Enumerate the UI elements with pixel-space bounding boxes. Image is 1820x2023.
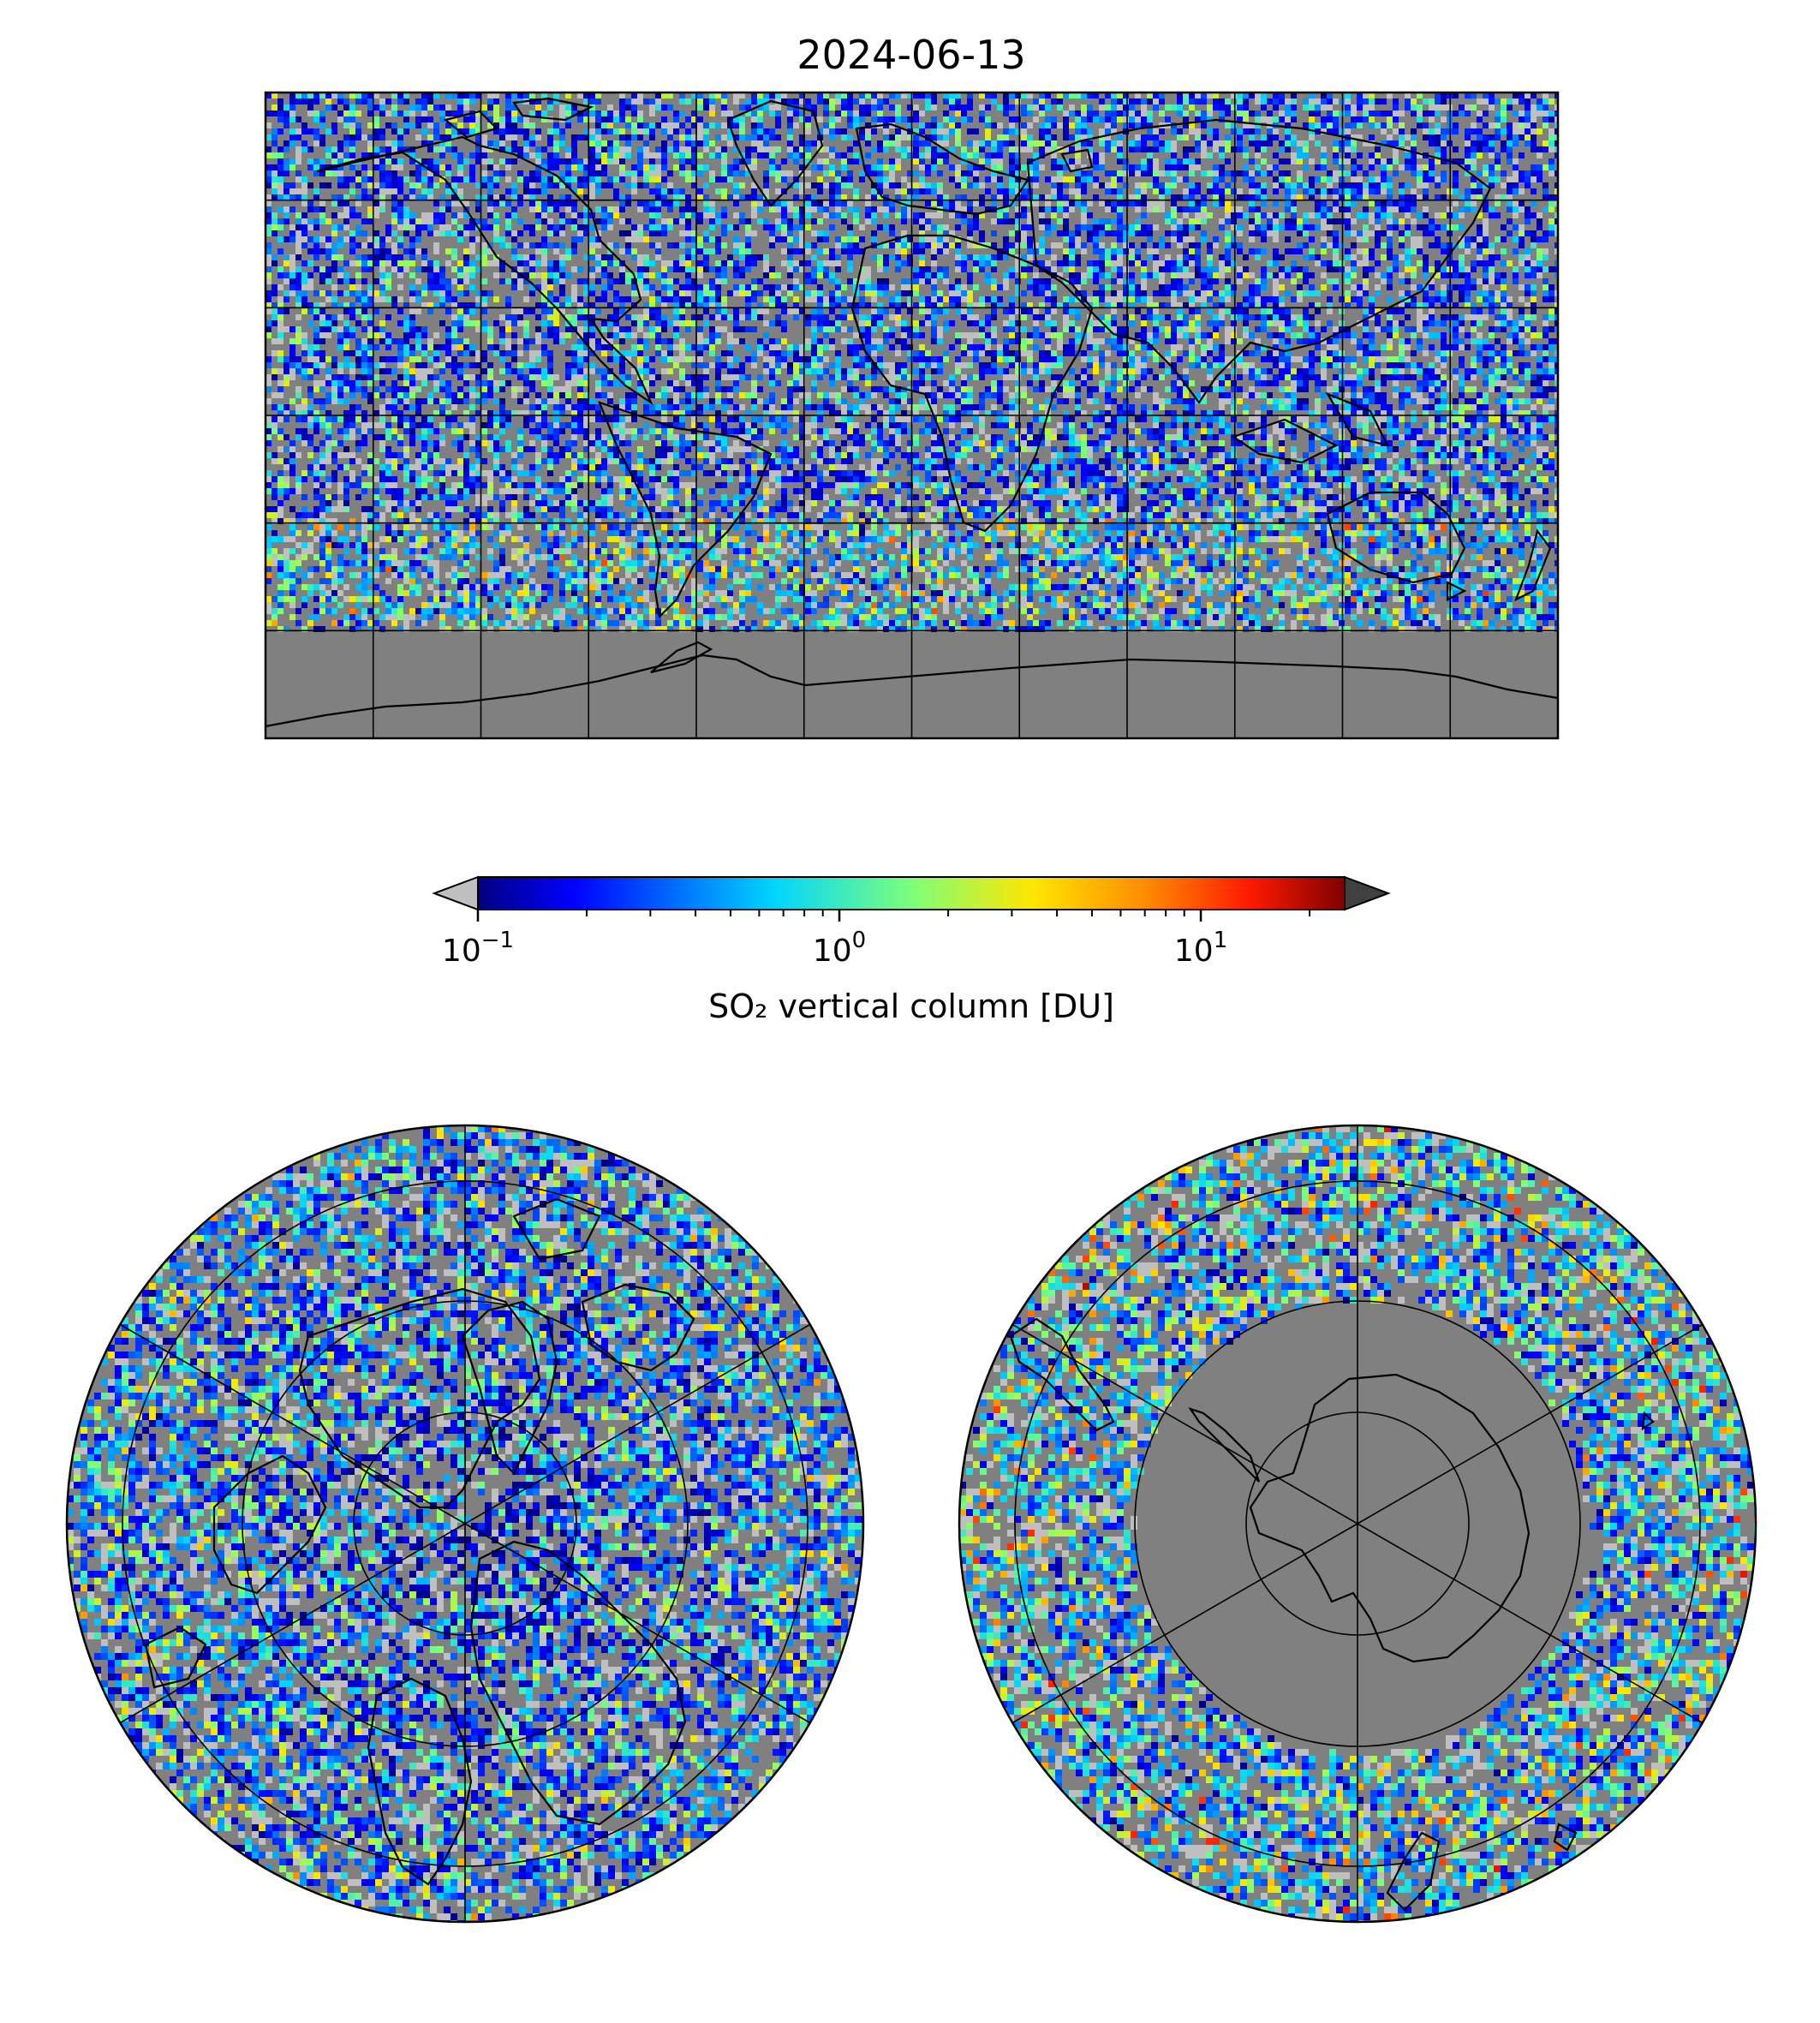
colorbar-label: SO₂ vertical column [DU]: [708, 988, 1114, 1025]
meridian-line: [464, 1323, 811, 1525]
global-map: [264, 91, 1560, 740]
north-polar-map-gridlines: [119, 1125, 811, 1922]
north-polar-map-coastlines: [144, 1197, 695, 1886]
global-map-gridlines: [266, 92, 1558, 738]
meridian-line: [119, 1523, 466, 1724]
colorbar-over-extension: [1344, 875, 1391, 911]
south-polar-map-gridlines: [1011, 1125, 1704, 1922]
meridian-line: [1011, 1523, 1358, 1724]
meridian-line: [464, 1523, 811, 1724]
colorbar: 10−1 100 101 SO₂ vertical column [DU]: [432, 875, 1391, 1025]
north-polar-map-data-field: [67, 1125, 863, 1922]
colorbar-minor-ticks: [586, 910, 1311, 916]
colorbar-ticks: 10−1 100 101: [442, 910, 1227, 969]
south-polar-map-coastlines: [1009, 1317, 1655, 1912]
colorbar-gradient: [477, 876, 1346, 910]
global-map-frame: [264, 91, 1560, 740]
meridian-line: [1357, 1523, 1704, 1724]
figure-title: 2024-06-13: [797, 32, 1025, 78]
meridian-line: [1011, 1323, 1358, 1525]
north-polar-map: [65, 1124, 865, 1924]
south-polar-map-frame: [958, 1124, 1757, 1924]
colorbar-under-extension: [432, 875, 479, 911]
global-map-coastlines: [266, 97, 1558, 728]
south-polar-map: [958, 1124, 1757, 1924]
colorbar-tick-label: 100: [813, 928, 866, 969]
south-polar-map-data-field: [959, 1125, 1756, 1922]
north-polar-map-frame: [65, 1124, 865, 1924]
colorbar-tick-label: 101: [1174, 928, 1227, 969]
meridian-line: [1357, 1323, 1704, 1525]
meridian-line: [119, 1323, 466, 1525]
colorbar-tick-label: 10−1: [442, 928, 514, 969]
